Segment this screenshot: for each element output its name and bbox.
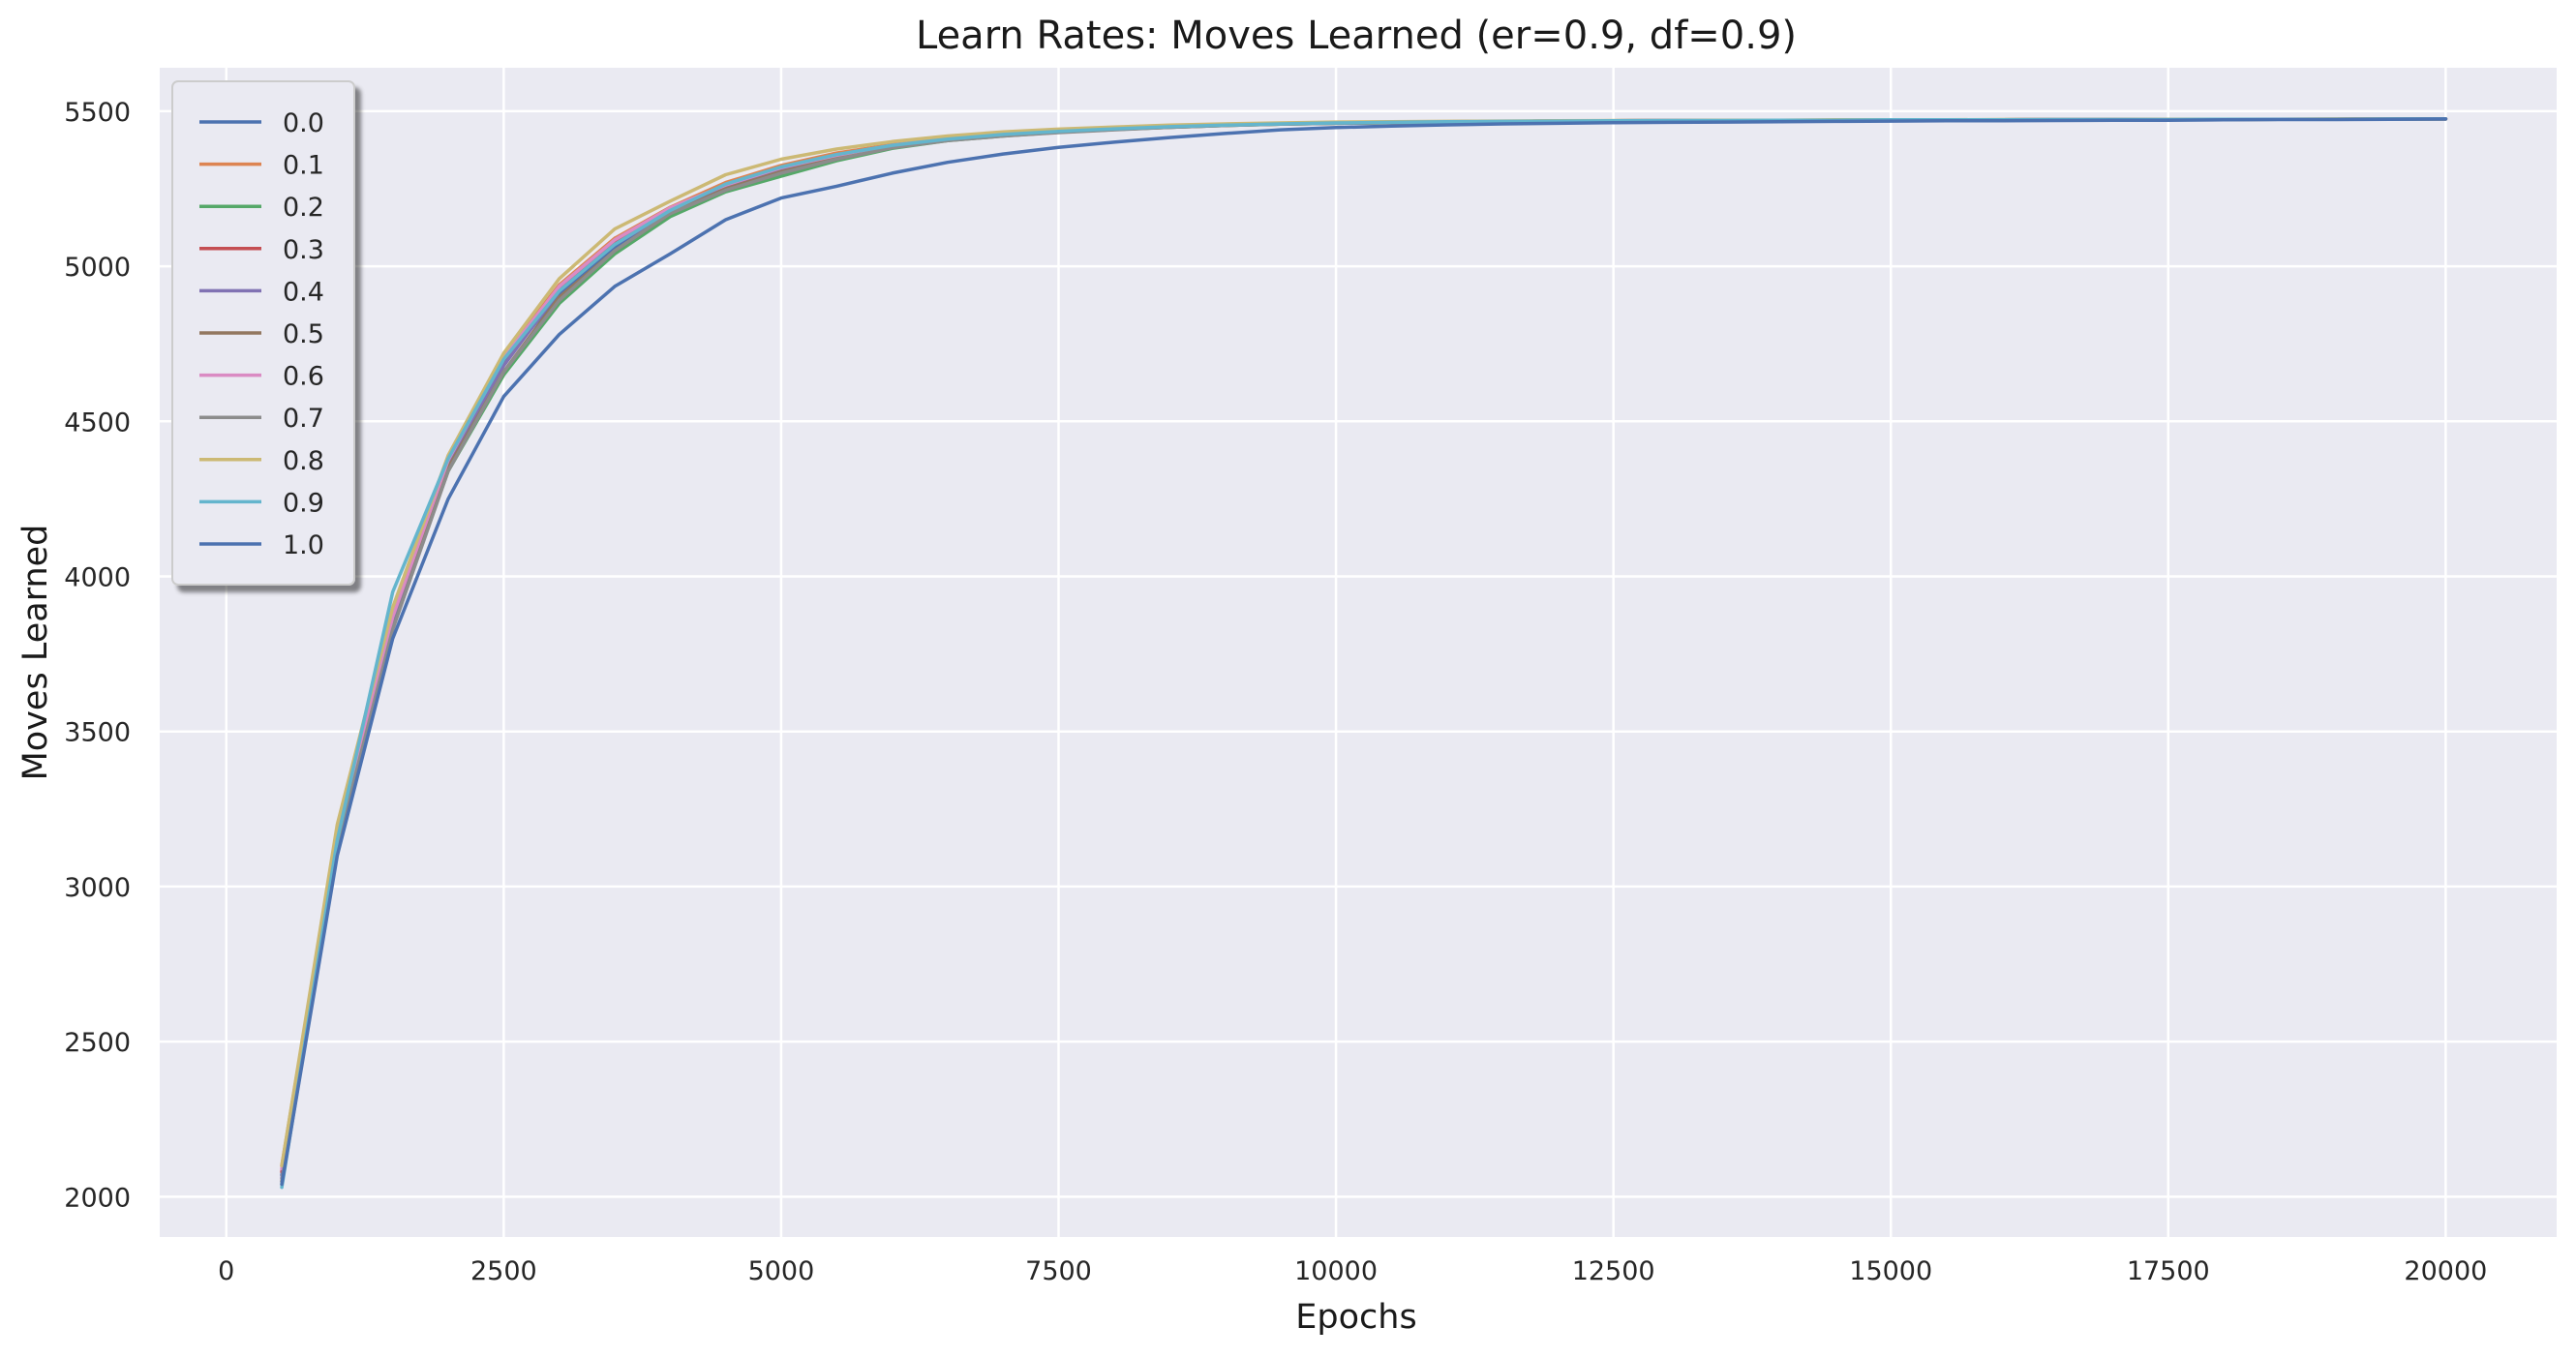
x-tick-label: 17500: [2127, 1256, 2210, 1286]
legend-label: 0.6: [283, 362, 324, 392]
legend-label: 0.9: [283, 488, 324, 518]
legend-label: 0.0: [283, 108, 324, 138]
y-tick-label: 5000: [64, 253, 131, 283]
legend-label: 0.1: [283, 151, 324, 181]
y-tick-label: 3000: [64, 873, 131, 903]
y-tick-label: 2000: [64, 1183, 131, 1213]
x-tick-label: 5000: [748, 1256, 815, 1286]
legend-label: 0.8: [283, 446, 324, 476]
series-line-1-0: [280, 117, 2448, 1187]
legend-label: 0.3: [283, 235, 324, 265]
x-tick-label: 12500: [1572, 1256, 1655, 1286]
legend-label: 0.4: [283, 277, 324, 307]
y-tick-labels: 2000 2500 3000 3500 4000 4500 5000 5500: [64, 98, 131, 1213]
grid: [160, 68, 2557, 1237]
x-tick-label: 20000: [2404, 1256, 2487, 1286]
x-tick-label: 0: [218, 1256, 234, 1286]
chart-title: Learn Rates: Moves Learned (er=0.9, df=0…: [916, 14, 1797, 58]
x-tick-label: 2500: [470, 1256, 537, 1286]
x-tick-label: 10000: [1294, 1256, 1378, 1286]
x-tick-labels: 0 2500 5000 7500 10000 12500 15000 17500 20000: [218, 1256, 2487, 1286]
legend: 0.0 0.1 0.2 0.3 0.4 0.5 0.6 0.7 0.8 0.9 1.0: [171, 80, 355, 586]
y-tick-label: 5500: [64, 98, 131, 128]
y-tick-label: 3500: [64, 718, 131, 748]
plot-background: [160, 68, 2557, 1237]
x-tick-label: 7500: [1025, 1256, 1092, 1286]
legend-label: 0.7: [283, 404, 324, 434]
y-tick-label: 4000: [64, 562, 131, 592]
legend-label: 1.0: [283, 530, 324, 560]
x-tick-label: 15000: [1849, 1256, 1932, 1286]
legend-label: 0.5: [283, 319, 324, 349]
y-tick-label: 2500: [64, 1028, 131, 1058]
x-axis-label: Epochs: [1295, 1298, 1416, 1337]
y-axis-label: Moves Learned: [16, 525, 55, 781]
legend-label: 0.2: [283, 193, 324, 223]
y-tick-label: 4500: [64, 407, 131, 438]
series-lines: [280, 117, 2448, 1190]
